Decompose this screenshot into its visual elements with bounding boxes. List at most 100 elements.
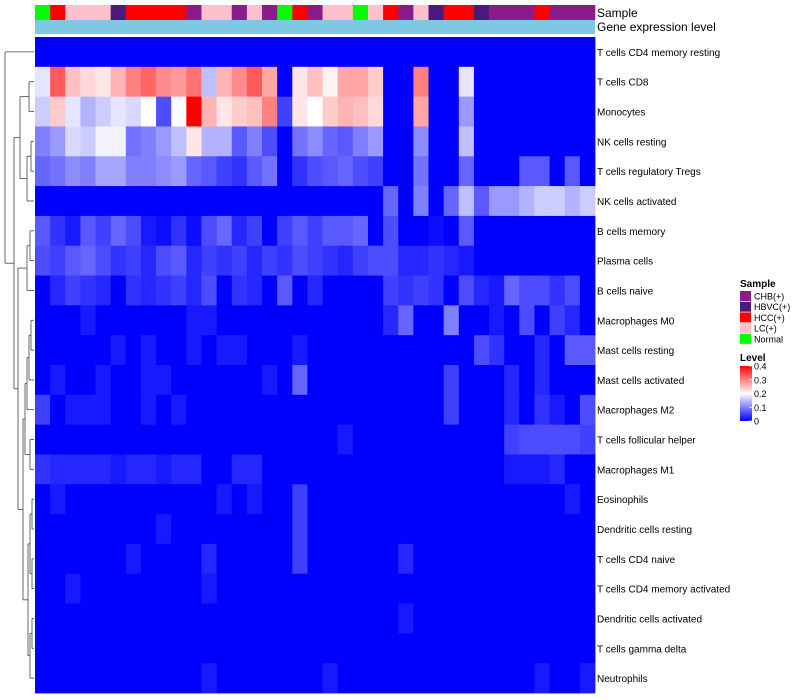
heatmap-cell [307,514,323,545]
heatmap-cell [95,365,112,396]
heatmap-cell [549,394,566,426]
heatmap-cell [352,633,369,664]
heatmap-cell [307,484,323,515]
heatmap-cell [579,543,596,575]
sample-annotation-cell [292,5,308,20]
heatmap-cell [367,365,384,396]
heatmap-cell [564,514,581,545]
heatmap-cell [519,424,535,455]
row-label: Neutrophils [597,674,648,685]
heatmap-cell [186,633,202,664]
heatmap-cell [549,365,566,396]
heatmap-cell [307,335,323,366]
heatmap-cell [65,365,81,396]
heatmap-cell [186,603,202,634]
heatmap-cell [489,275,505,306]
heatmap-cell [292,394,308,426]
heatmap-cell [413,66,429,98]
sample-annotation-cell [534,5,550,20]
heatmap-cell [579,603,596,634]
heatmap-cell [140,573,157,604]
heatmap-cell [352,424,369,455]
heatmap-cell [564,66,581,98]
heatmap-cell [171,424,187,455]
heatmap-cell [80,514,96,545]
heatmap-cell [186,156,202,187]
sample-legend-label: HCC(+) [754,313,785,323]
heatmap-cell [383,215,399,247]
heatmap-cell [458,37,475,68]
heatmap-cell [80,424,96,455]
heatmap-cell [156,663,172,694]
heatmap-cell [65,215,81,247]
heatmap-cell [549,275,566,306]
heatmap-cell [458,365,475,396]
heatmap-cell [277,365,293,396]
heatmap-cell [534,454,550,485]
heatmap-cell [398,275,414,306]
heatmap-cell [262,454,278,485]
heatmap-cell [458,245,475,276]
row-label: T cells CD4 memory activated [597,585,730,596]
row-label: T cells CD4 naive [597,555,676,566]
heatmap-cell [171,543,187,575]
heatmap-cell [473,454,490,485]
heatmap-cell [35,215,51,247]
heatmap-cell [186,186,202,217]
heatmap-cell [489,543,505,575]
heatmap-cell [428,484,445,515]
heatmap-cell [125,663,142,694]
heatmap-cell [579,663,596,694]
heatmap-cell [307,245,323,276]
heatmap-cell [337,96,354,127]
heatmap-cell [413,215,429,247]
heatmap-cell [398,37,414,68]
heatmap-cell [277,275,293,306]
heatmap-cell [473,186,490,217]
heatmap-cell [413,543,429,575]
heatmap-cell [65,245,81,276]
sample-annotation-cell [110,5,127,20]
heatmap-cell [231,394,248,426]
heatmap-cell [398,514,414,545]
heatmap-cell [549,663,566,694]
heatmap-cell [307,424,323,455]
heatmap-cell [337,365,354,396]
heatmap-cell [65,394,81,426]
heatmap-cell [489,335,505,366]
row-label: B cells naive [597,286,654,297]
heatmap-cell [519,573,535,604]
heatmap-cell [534,126,550,157]
heatmap-cell [337,633,354,664]
heatmap-cell [156,543,172,575]
heatmap-cell [50,365,66,396]
heatmap-cell [140,394,157,426]
heatmap-cell [65,186,81,217]
heatmap-cell [428,215,445,247]
heatmap-cell [579,186,596,217]
heatmap-cell [231,484,248,515]
row-label: Macrophages M0 [597,316,675,327]
heatmap-cell [549,603,566,634]
heatmap-cell [35,543,51,575]
heatmap-cell [231,96,248,127]
heatmap-cell [80,275,96,306]
heatmap-cell [277,335,293,366]
heatmap-cell [579,394,596,426]
heatmap-cell [80,126,96,157]
heatmap-cell [534,305,550,336]
heatmap-cell [80,186,96,217]
heatmap-cell [428,66,445,98]
heatmap-cell [322,275,339,306]
heatmap-cell [352,215,369,247]
heatmap-cell [519,484,535,515]
heatmap-cell [110,424,127,455]
heatmap-cell [337,335,354,366]
heatmap-cell [95,633,112,664]
heatmap-cell [473,663,490,694]
heatmap-cell [110,365,127,396]
heatmap-cell [231,573,248,604]
heatmap-cell [80,96,96,127]
heatmap-cell [110,514,127,545]
row-label: B cells memory [597,227,665,238]
